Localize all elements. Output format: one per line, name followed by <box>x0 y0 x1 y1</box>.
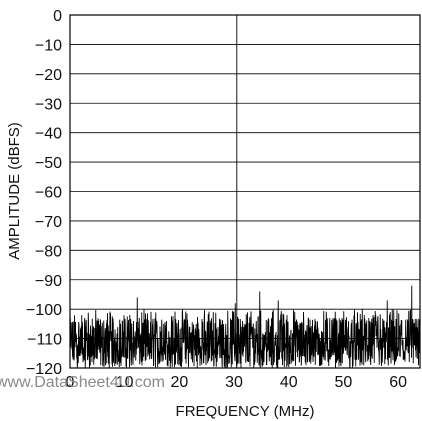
x-tick-label: 60 <box>389 374 407 391</box>
y-tick-label: −30 <box>35 96 62 113</box>
y-tick-label: −70 <box>35 214 62 231</box>
y-tick-label: −60 <box>35 185 62 202</box>
x-tick-label: 20 <box>170 374 188 391</box>
y-tick-label: −20 <box>35 67 62 84</box>
y-tick-label: −50 <box>35 155 62 172</box>
y-tick-label: −90 <box>35 273 62 290</box>
y-axis-title: AMPLITUDE (dBFS) <box>6 122 23 260</box>
y-tick-labels: 0−10−20−30−40−50−60−70−80−90−100−110−120 <box>26 8 62 378</box>
y-tick-label: −10 <box>35 37 62 54</box>
y-tick-label: −100 <box>26 302 62 319</box>
y-tick-label: −80 <box>35 243 62 260</box>
y-tick-label: −110 <box>27 332 62 349</box>
x-tick-label: 50 <box>335 374 353 391</box>
x-tick-label: 30 <box>225 374 243 391</box>
y-tick-label: 0 <box>53 8 62 25</box>
watermark-text: www.DataSheet4U.com <box>0 374 165 391</box>
x-axis-title: FREQUENCY (MHz) <box>176 403 315 420</box>
x-tick-label: 40 <box>280 374 298 391</box>
y-tick-label: −40 <box>35 126 62 143</box>
